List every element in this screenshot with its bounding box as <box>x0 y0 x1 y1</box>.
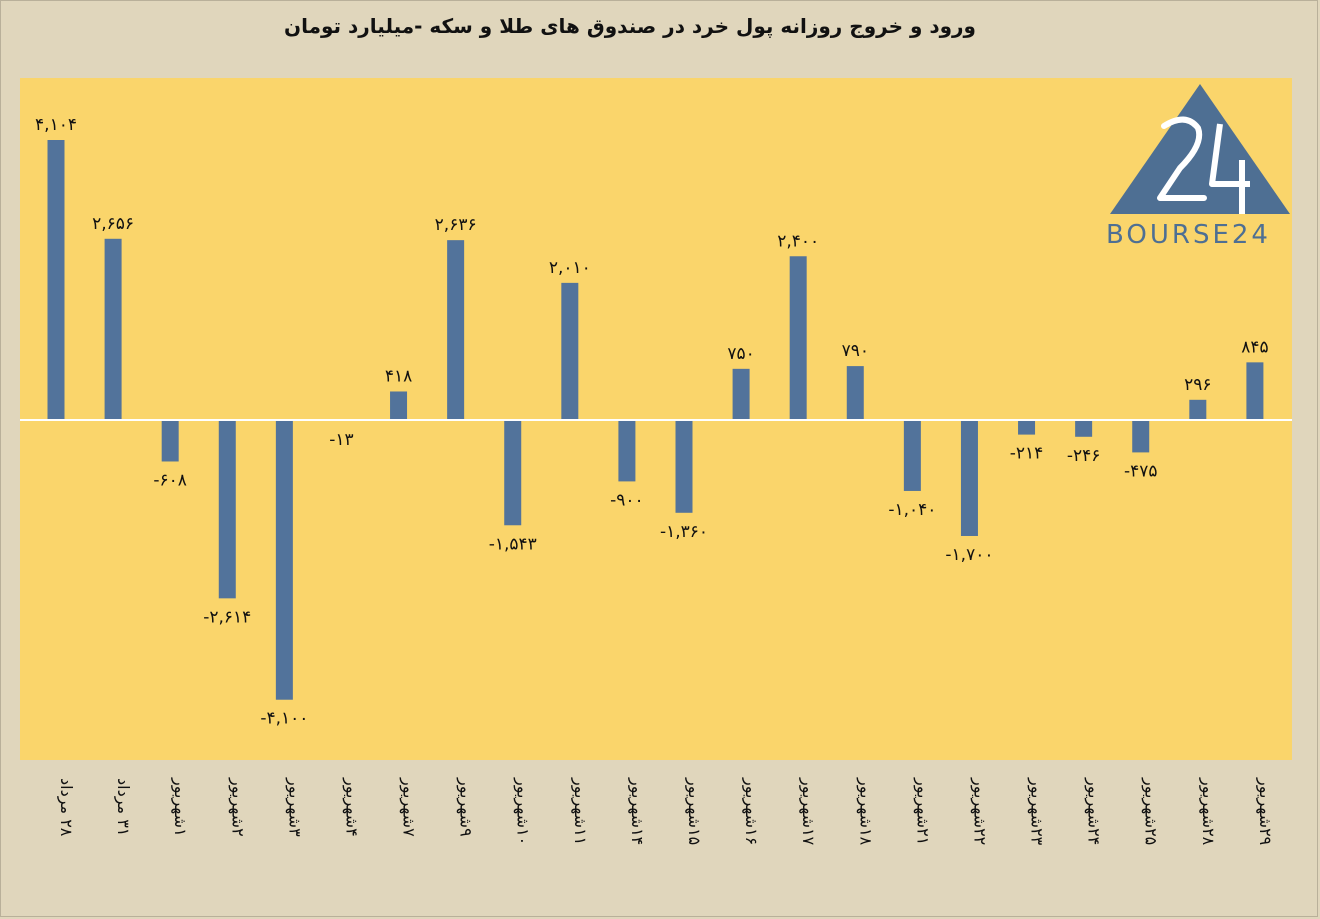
data-label: -۱,۰۴۰ <box>888 500 936 520</box>
data-label: ۲,۶۵۶ <box>92 214 134 234</box>
bar <box>903 420 921 491</box>
bar <box>1132 420 1150 453</box>
data-label: -۴,۱۰۰ <box>260 709 308 729</box>
data-label: -۱۳ <box>329 430 353 450</box>
bar <box>618 420 636 482</box>
bars-group <box>47 140 1264 700</box>
category-label: ۲شهریور <box>227 777 247 837</box>
bourse24-logo: 24 <box>1110 84 1290 214</box>
data-label: -۹۰۰ <box>610 490 644 510</box>
bar <box>960 420 978 536</box>
bar <box>732 368 750 420</box>
category-label: ۱۶شهریور <box>741 777 761 845</box>
bar <box>47 140 65 420</box>
category-label: ۲۹شهریور <box>1255 777 1275 845</box>
data-label: -۱,۳۶۰ <box>660 522 708 542</box>
data-label: -۶۰۸ <box>153 470 187 490</box>
data-label: ۴,۱۰۴ <box>35 115 77 135</box>
category-label: ۲۱شهریور <box>912 777 932 845</box>
category-label: ۳شهریور <box>284 777 304 837</box>
category-label: ۱۷شهریور <box>798 777 818 846</box>
bar <box>161 420 179 462</box>
value-labels-group: ۴,۱۰۴ ۲,۶۵۶ -۶۰۸ -۲,۶۱۴ -۴,۱۰۰ -۱۳ ۴۱۸ ۲,۶۳۶ -۱,… <box>35 115 1269 729</box>
data-label: -۲,۶۱۴ <box>203 607 251 627</box>
data-label: ۷۹۰ <box>842 341 869 361</box>
bar <box>447 240 465 420</box>
data-label: -۴۷۵ <box>1124 461 1158 481</box>
logo-text: BOURSE24 <box>1106 220 1271 250</box>
data-label: ۴۱۸ <box>385 366 412 386</box>
category-label: ۱۴شهریور <box>627 777 647 845</box>
bar <box>1018 420 1036 435</box>
bar <box>218 420 236 599</box>
category-label: ۲۸ مرداد <box>56 778 76 837</box>
bar <box>504 420 522 526</box>
data-label: ۲,۰۱۰ <box>549 258 591 278</box>
bar <box>675 420 693 513</box>
category-label: ۱شهریور <box>170 777 190 837</box>
category-label: ۳۱ مرداد <box>113 778 133 836</box>
bar <box>846 366 864 420</box>
bar <box>1246 362 1264 420</box>
bar <box>789 256 807 420</box>
chart-title: ورود و خروج روزانه پول خرد در صندوق های … <box>284 14 976 38</box>
data-label: -۱,۷۰۰ <box>945 545 993 565</box>
data-label: ۸۴۵ <box>1241 337 1268 357</box>
category-label: ۲۴شهریور <box>1084 777 1104 845</box>
bar <box>390 391 408 420</box>
bar <box>275 420 293 700</box>
category-label: ۲۵شهریور <box>1141 777 1161 845</box>
bar <box>561 282 579 420</box>
data-label: -۲۱۴ <box>1010 444 1044 464</box>
data-label: ۲۹۶ <box>1184 375 1211 395</box>
category-label: ۷شهریور <box>399 777 419 837</box>
bar <box>1189 399 1207 420</box>
category-labels-group: ۲۸ مرداد ۳۱ مرداد ۱شهریور ۲شهریور ۳شهریور ۴شه… <box>56 777 1275 846</box>
category-label: ۱۸شهریور <box>855 777 875 846</box>
category-label: ۹شهریور <box>456 777 476 837</box>
category-label: ۱۵شهریور <box>684 777 704 845</box>
data-label: -۱,۵۴۳ <box>489 534 537 554</box>
bar <box>104 238 122 420</box>
category-label: ۴شهریور <box>341 777 361 837</box>
category-label: ۲۲شهریور <box>969 777 989 845</box>
category-label: ۱۰شهریور <box>513 777 533 845</box>
category-label: ۱۱شهریور <box>570 777 590 845</box>
bar <box>1075 420 1093 437</box>
data-label: ۲,۶۳۶ <box>435 215 477 235</box>
category-label: ۲۳شهریور <box>1027 777 1047 846</box>
category-label: ۲۸شهریور <box>1198 777 1218 846</box>
data-label: ۲,۴۰۰ <box>777 231 819 251</box>
data-label: -۲۴۶ <box>1067 446 1101 466</box>
data-label: ۷۵۰ <box>727 344 754 364</box>
